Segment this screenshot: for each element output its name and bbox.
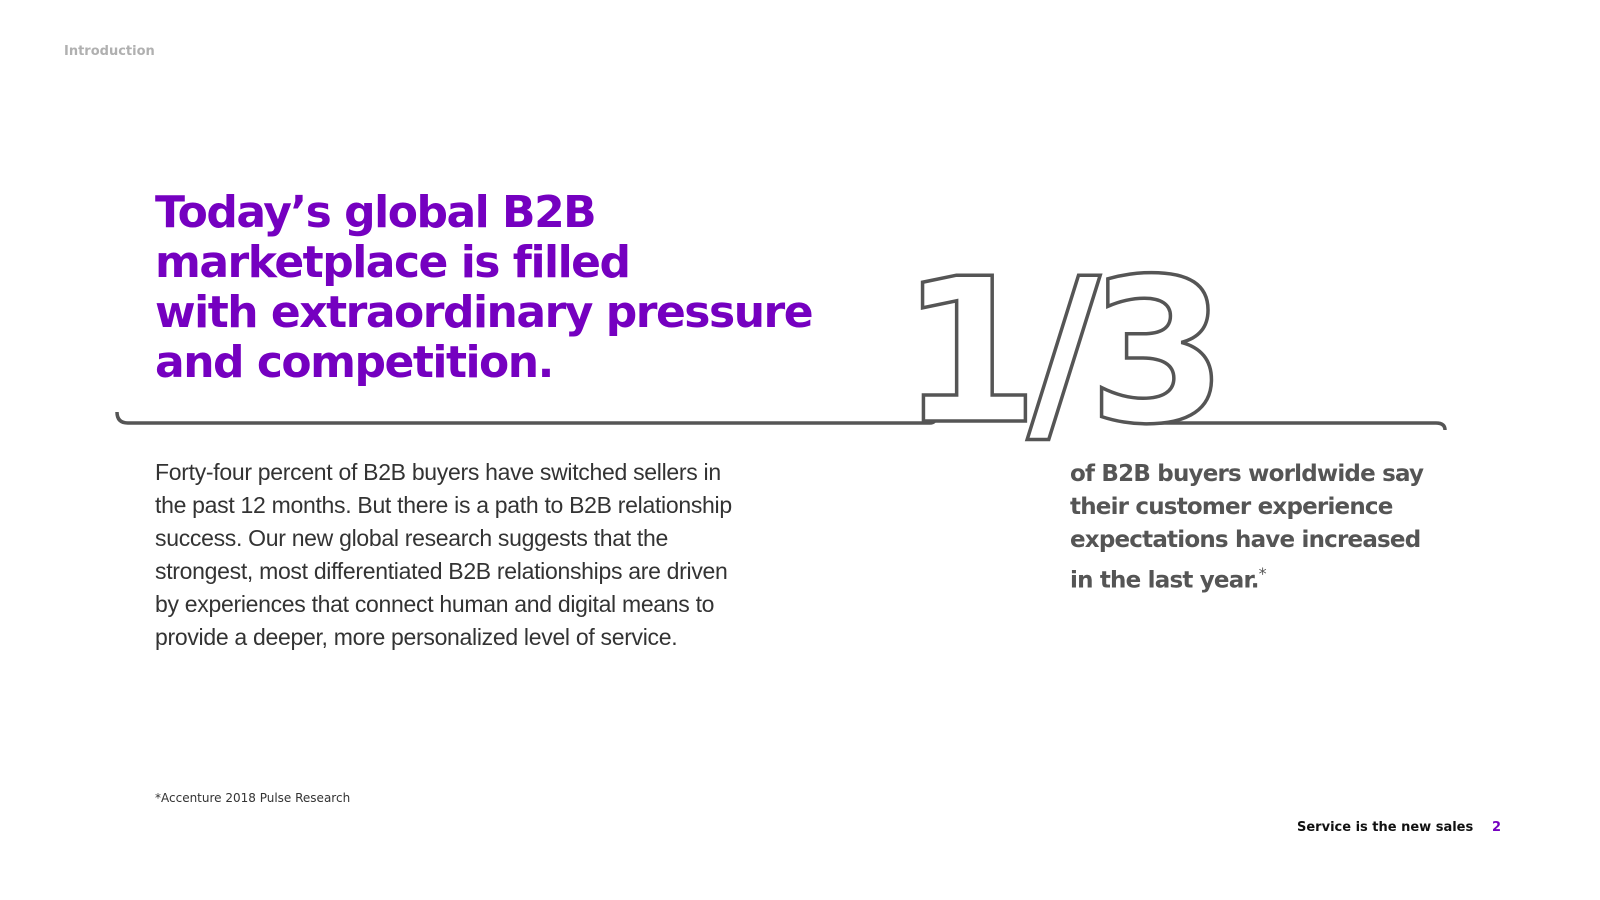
section-label: Introduction (64, 44, 155, 59)
asterisk: * (1258, 564, 1267, 583)
body-line: Forty-four percent of B2B buyers have sw… (155, 459, 721, 485)
headline-line: Today’s global B2B (155, 187, 597, 238)
stat-description: of B2B buyers worldwide say their custom… (1070, 458, 1424, 598)
stat-line: in the last year.* (1070, 557, 1423, 598)
stat-value: 1/3 (900, 236, 1215, 469)
rule-left (115, 411, 938, 425)
footer-title: Service is the new sales (1297, 820, 1474, 835)
rule-right (1140, 421, 1447, 431)
body-line: by experiences that connect human and di… (155, 591, 715, 617)
body-text: Forty-four percent of B2B buyers have sw… (155, 456, 732, 654)
headline-line: and competition. (155, 337, 554, 388)
stat-line: their customer experience (1070, 494, 1393, 520)
footnote: *Accenture 2018 Pulse Research (155, 791, 351, 805)
page-number: 2 (1492, 820, 1502, 835)
headline: Today’s global B2B marketplace is filled… (155, 187, 814, 388)
headline-line: with extraordinary pressure (155, 287, 814, 338)
body-line: strongest, most differentiated B2B relat… (155, 558, 728, 584)
body-line: provide a deeper, more personalized leve… (155, 624, 678, 650)
body-line: success. Our new global research suggest… (155, 525, 669, 551)
body-line: the past 12 months. But there is a path … (155, 492, 732, 518)
stat-line-text: in the last year. (1070, 567, 1259, 594)
stat-line: of B2B buyers worldwide say (1070, 461, 1424, 487)
headline-line: marketplace is filled (155, 237, 631, 288)
stat-line: expectations have increased (1070, 527, 1421, 553)
